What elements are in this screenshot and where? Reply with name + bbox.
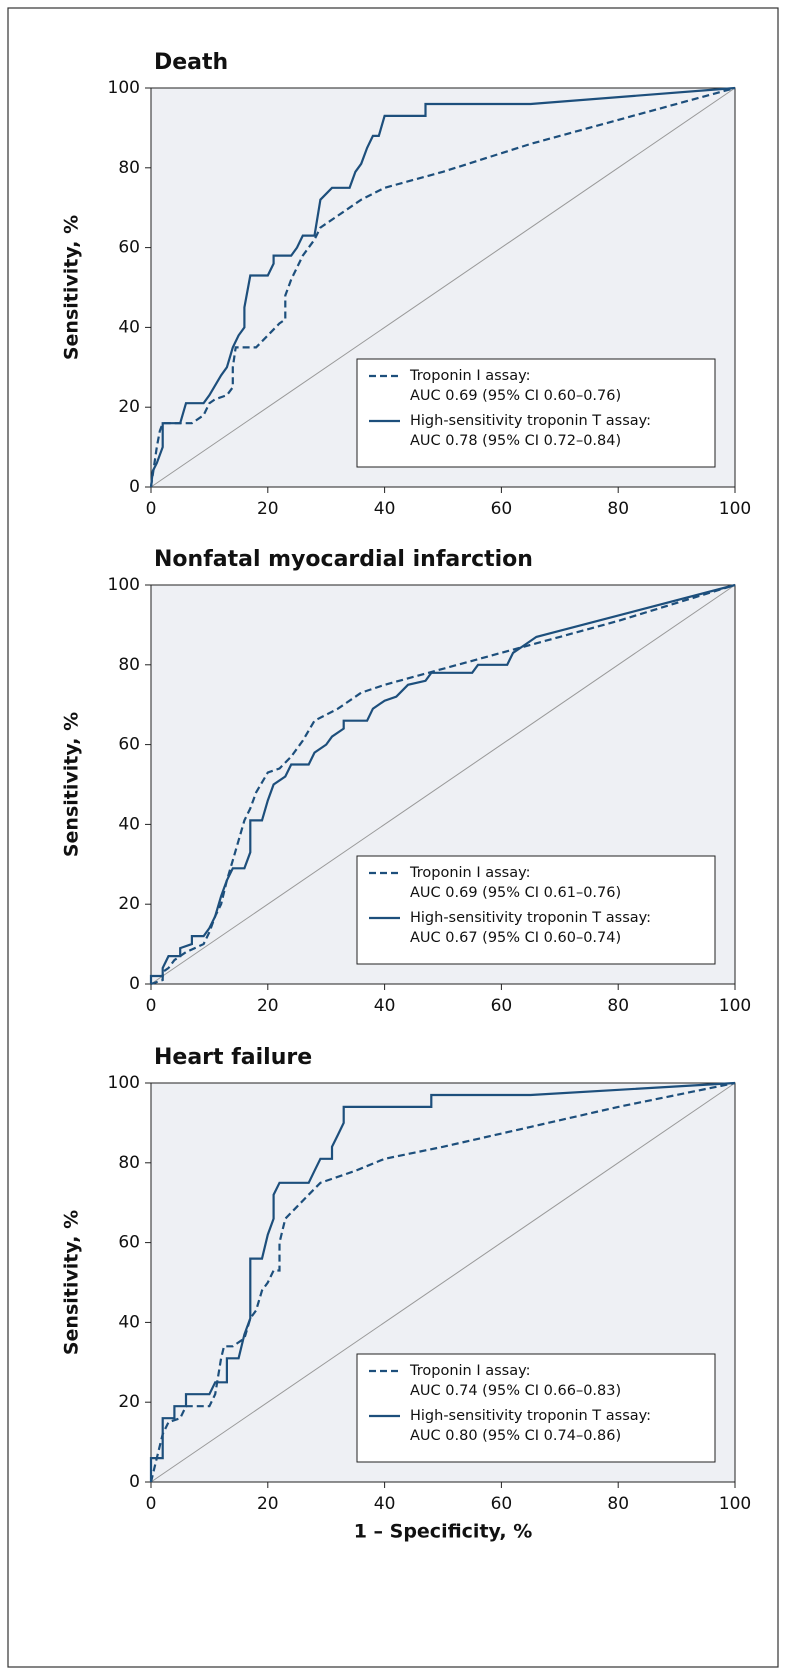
- roc-line: [149, 583, 736, 984]
- legend-label: High-sensitivity troponin T assay:: [410, 1408, 651, 1424]
- legend-auc: AUC 0.67 (95% CI 0.60–0.74): [410, 930, 621, 946]
- x-tick-label: 60: [491, 996, 513, 1016]
- roc-line: [149, 86, 736, 488]
- y-tick-label: 40: [118, 814, 140, 834]
- y-tick-label: 0: [129, 974, 140, 994]
- legend-box: [356, 1353, 716, 1463]
- legend-label: Troponin I assay:: [409, 368, 531, 384]
- legend-auc: AUC 0.74 (95% CI 0.66–0.83): [410, 1383, 621, 1399]
- frame: [7, 7, 779, 1668]
- legend-label: High-sensitivity troponin T assay:: [410, 413, 651, 429]
- y-tick-label: 40: [118, 317, 140, 337]
- x-tick-label: 20: [257, 996, 279, 1016]
- y-tick-label: 60: [118, 1233, 140, 1253]
- y-tick-label: 100: [108, 78, 140, 98]
- y-tick-label: 0: [129, 1472, 140, 1492]
- reference-diagonal: [150, 87, 736, 488]
- y-axis-label: Sensitivity, %: [61, 1210, 83, 1355]
- x-tick-label: 0: [146, 996, 157, 1016]
- y-tick-label: 80: [118, 158, 140, 178]
- y-tick-label: 100: [108, 575, 140, 595]
- roc-line: [150, 583, 736, 986]
- roc-line: [149, 1081, 736, 1483]
- y-tick-label: 20: [118, 1392, 140, 1412]
- x-tick-label: 0: [146, 1494, 157, 1514]
- x-tick-label: 0: [146, 499, 157, 519]
- panel-title: Death: [154, 50, 228, 75]
- x-tick-label: 60: [491, 1494, 513, 1514]
- legend-auc: AUC 0.69 (95% CI 0.60–0.76): [410, 388, 621, 404]
- x-tick-label: 40: [374, 1494, 396, 1514]
- roc-line: [149, 1081, 736, 1482]
- y-tick-label: 80: [118, 1153, 140, 1173]
- y-tick-label: 0: [129, 477, 140, 497]
- y-axis-label: Sensitivity, %: [61, 215, 83, 360]
- y-tick-label: 60: [118, 238, 140, 258]
- y-axis-label: Sensitivity, %: [61, 712, 83, 857]
- legend-box: [356, 855, 716, 965]
- x-tick-label: 40: [374, 996, 396, 1016]
- reference-diagonal: [150, 584, 736, 985]
- x-tick-label: 80: [607, 1494, 629, 1514]
- x-tick-label: 80: [607, 499, 629, 519]
- legend-label: High-sensitivity troponin T assay:: [410, 910, 651, 926]
- x-tick-label: 100: [719, 499, 751, 519]
- x-tick-label: 100: [719, 1494, 751, 1514]
- x-tick-label: 60: [491, 499, 513, 519]
- legend-label: Troponin I assay:: [409, 865, 531, 881]
- x-tick-label: 20: [257, 499, 279, 519]
- x-tick-label: 100: [719, 996, 751, 1016]
- legend-label: Troponin I assay:: [409, 1363, 531, 1379]
- y-tick-label: 20: [118, 894, 140, 914]
- panel-title: Nonfatal myocardial infarction: [154, 547, 533, 572]
- x-tick-label: 80: [607, 996, 629, 1016]
- reference-diagonal: [150, 1082, 736, 1483]
- legend-auc: AUC 0.80 (95% CI 0.74–0.86): [410, 1428, 621, 1444]
- y-tick-label: 20: [118, 397, 140, 417]
- legend-auc: AUC 0.78 (95% CI 0.72–0.84): [410, 433, 621, 449]
- x-axis-label: 1 – Specificity, %: [354, 1521, 533, 1543]
- legend-auc: AUC 0.69 (95% CI 0.61–0.76): [410, 885, 621, 901]
- y-tick-label: 60: [118, 735, 140, 755]
- x-tick-label: 20: [257, 1494, 279, 1514]
- panel-title: Heart failure: [154, 1045, 312, 1070]
- x-tick-label: 40: [374, 499, 396, 519]
- y-tick-label: 40: [118, 1312, 140, 1332]
- legend-box: [356, 358, 716, 468]
- y-tick-label: 80: [118, 655, 140, 675]
- y-tick-label: 100: [108, 1073, 140, 1093]
